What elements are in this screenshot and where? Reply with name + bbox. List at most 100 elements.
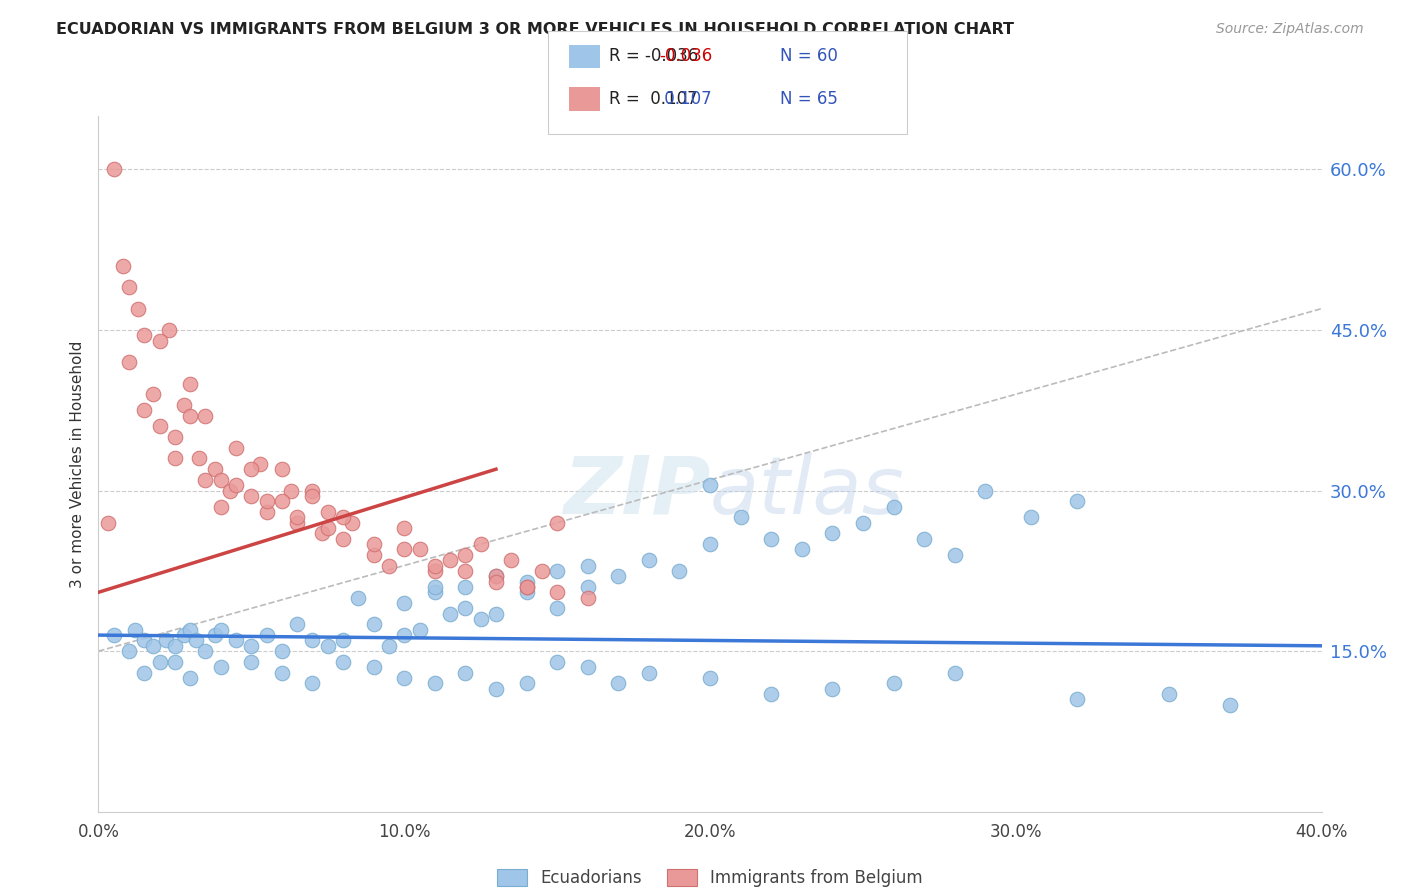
Point bbox=[301, 489, 323, 503]
Point bbox=[163, 639, 186, 653]
Text: -0.036: -0.036 bbox=[659, 47, 713, 65]
Point bbox=[225, 633, 247, 648]
Point bbox=[316, 639, 339, 653]
Point bbox=[470, 537, 492, 551]
Point bbox=[188, 451, 211, 466]
Point bbox=[821, 526, 844, 541]
Point bbox=[408, 542, 430, 557]
Point bbox=[974, 483, 997, 498]
Text: ECUADORIAN VS IMMIGRANTS FROM BELGIUM 3 OR MORE VEHICLES IN HOUSEHOLD CORRELATIO: ECUADORIAN VS IMMIGRANTS FROM BELGIUM 3 … bbox=[56, 22, 1014, 37]
Point bbox=[118, 280, 141, 294]
Point bbox=[1066, 494, 1088, 508]
Point bbox=[392, 628, 416, 642]
Point bbox=[576, 591, 599, 605]
Point bbox=[530, 564, 553, 578]
Point bbox=[1066, 692, 1088, 706]
Text: Source: ZipAtlas.com: Source: ZipAtlas.com bbox=[1216, 22, 1364, 37]
Point bbox=[225, 441, 247, 455]
Point bbox=[142, 387, 165, 401]
Point bbox=[423, 585, 446, 599]
Point bbox=[485, 569, 508, 583]
Point bbox=[607, 676, 630, 690]
Point bbox=[285, 510, 308, 524]
Point bbox=[546, 564, 568, 578]
Point bbox=[546, 516, 568, 530]
Point bbox=[699, 671, 721, 685]
Point bbox=[194, 473, 217, 487]
Point bbox=[392, 542, 416, 557]
Point bbox=[423, 580, 446, 594]
Point bbox=[454, 601, 477, 615]
Text: ZIP: ZIP bbox=[562, 452, 710, 531]
Point bbox=[219, 483, 242, 498]
Point bbox=[209, 660, 232, 674]
Point bbox=[149, 334, 172, 348]
Point bbox=[179, 409, 201, 423]
Point bbox=[209, 500, 232, 514]
Point bbox=[134, 403, 156, 417]
Text: R = -0.036: R = -0.036 bbox=[609, 47, 697, 65]
Point bbox=[378, 639, 401, 653]
Point bbox=[256, 628, 278, 642]
Point bbox=[204, 462, 226, 476]
Point bbox=[204, 628, 226, 642]
Point bbox=[392, 671, 416, 685]
Point bbox=[485, 569, 508, 583]
Point bbox=[485, 574, 508, 589]
Point bbox=[149, 419, 172, 434]
Legend: Ecuadorians, Immigrants from Belgium: Ecuadorians, Immigrants from Belgium bbox=[491, 863, 929, 892]
Point bbox=[790, 542, 813, 557]
Point bbox=[256, 505, 278, 519]
Point bbox=[270, 644, 294, 658]
Point bbox=[392, 521, 416, 535]
Point bbox=[118, 355, 141, 369]
Point bbox=[363, 537, 385, 551]
Point bbox=[821, 681, 844, 696]
Point bbox=[363, 548, 385, 562]
Point bbox=[943, 665, 966, 680]
Point bbox=[186, 633, 208, 648]
Point bbox=[280, 483, 302, 498]
Point bbox=[501, 553, 523, 567]
Point bbox=[194, 644, 217, 658]
Point bbox=[347, 591, 370, 605]
Point bbox=[699, 537, 721, 551]
Point bbox=[576, 558, 599, 573]
Point bbox=[155, 633, 177, 648]
Point bbox=[332, 633, 354, 648]
Point bbox=[883, 676, 905, 690]
Point bbox=[516, 580, 538, 594]
Point bbox=[124, 623, 146, 637]
Point bbox=[342, 516, 364, 530]
Point bbox=[173, 628, 195, 642]
Point bbox=[1157, 687, 1180, 701]
Text: R =  0.107: R = 0.107 bbox=[609, 90, 697, 108]
Point bbox=[852, 516, 875, 530]
Point bbox=[249, 457, 271, 471]
Point bbox=[209, 473, 232, 487]
Point bbox=[485, 607, 508, 621]
Point bbox=[638, 553, 661, 567]
Point bbox=[256, 494, 278, 508]
Point bbox=[943, 548, 966, 562]
Point bbox=[516, 585, 538, 599]
Point bbox=[516, 676, 538, 690]
Point bbox=[134, 633, 156, 648]
Point bbox=[378, 558, 401, 573]
Point bbox=[454, 580, 477, 594]
Point bbox=[332, 532, 354, 546]
Point bbox=[103, 162, 125, 177]
Point bbox=[454, 564, 477, 578]
Point bbox=[270, 494, 294, 508]
Text: atlas: atlas bbox=[710, 452, 905, 531]
Point bbox=[240, 489, 263, 503]
Point bbox=[173, 398, 195, 412]
Point bbox=[179, 376, 201, 391]
Point bbox=[883, 500, 905, 514]
Point bbox=[439, 607, 461, 621]
Point bbox=[103, 628, 125, 642]
Point bbox=[761, 687, 783, 701]
Text: N = 60: N = 60 bbox=[780, 47, 838, 65]
Point bbox=[392, 596, 416, 610]
Point bbox=[301, 633, 323, 648]
